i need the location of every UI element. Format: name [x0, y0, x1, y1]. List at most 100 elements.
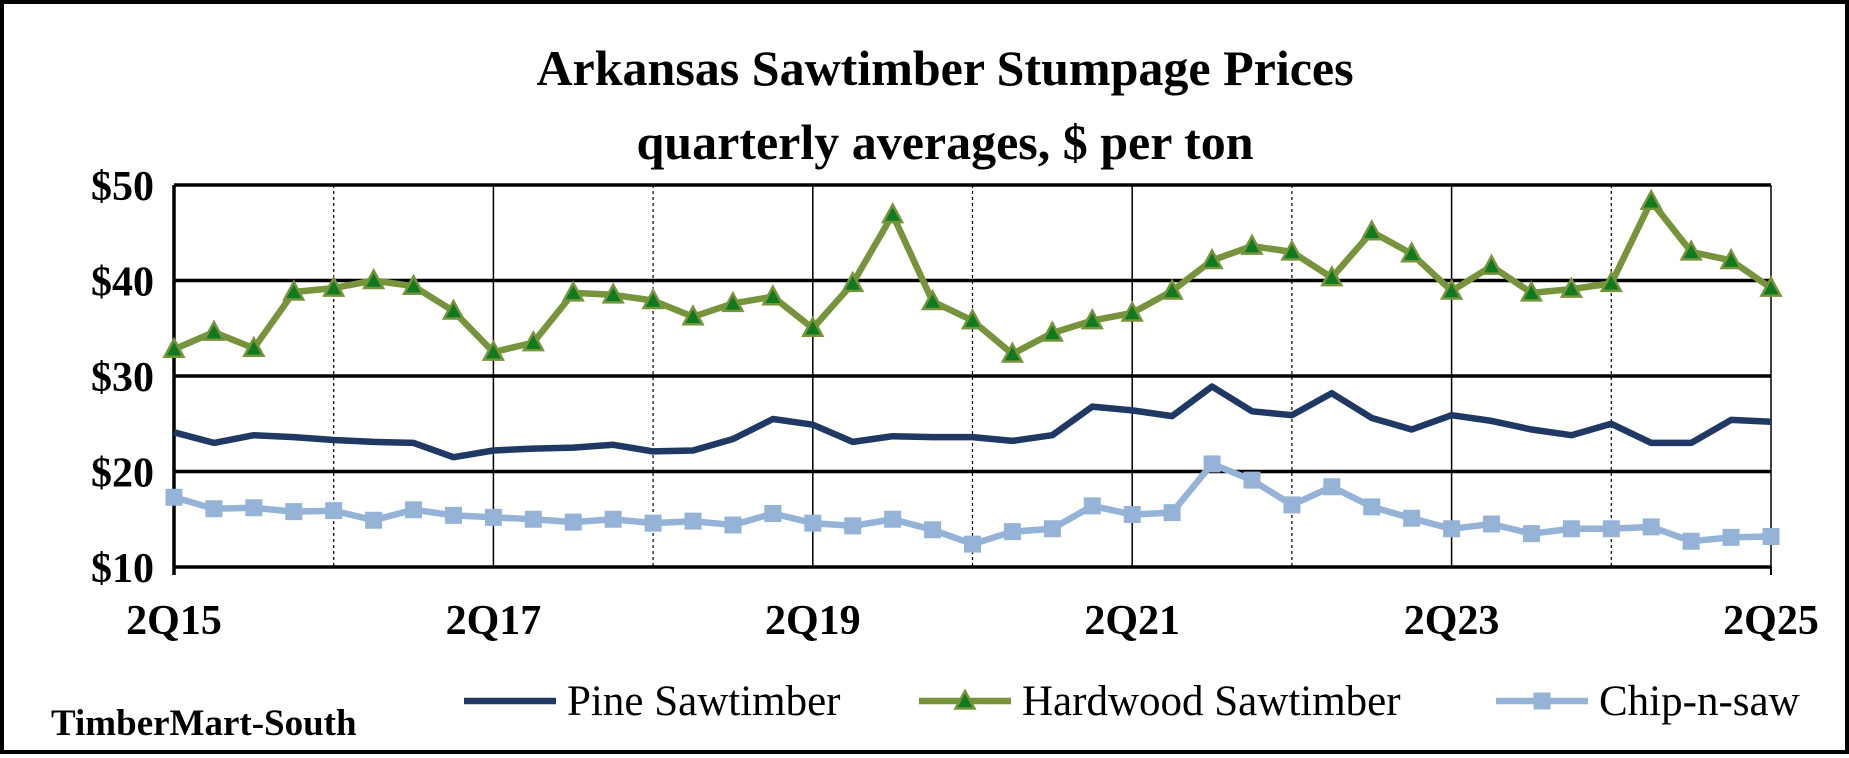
data-point-chip-n-saw — [484, 508, 502, 526]
data-point-hardwood-sawtimber — [362, 267, 386, 290]
y-tick-label: $10 — [91, 546, 154, 592]
x-tick-labels: 2Q15 2Q17 2Q19 2Q21 2Q23 2Q25 — [126, 598, 1819, 644]
legend-item-chip-n-saw: Chip-n-saw — [1496, 678, 1800, 725]
data-point-chip-n-saw — [884, 510, 902, 528]
data-point-hardwood-sawtimber — [1160, 278, 1184, 300]
data-point-hardwood-sawtimber — [242, 335, 266, 358]
data-point-chip-n-saw — [604, 510, 622, 528]
data-point-hardwood-sawtimber — [322, 275, 346, 297]
data-point-chip-n-saw — [1203, 455, 1221, 473]
data-point-hardwood-sawtimber — [1320, 265, 1344, 287]
data-point-hardwood-sawtimber — [1479, 253, 1504, 275]
y-tick-label: $50 — [91, 164, 154, 210]
data-point-chip-n-saw — [245, 499, 263, 517]
data-point-hardwood-sawtimber — [1400, 241, 1424, 263]
y-tick-labels: $10 $20 $30 $40 $50 — [91, 164, 154, 592]
data-point-hardwood-sawtimber — [1000, 341, 1025, 363]
data-point-chip-n-saw — [1443, 520, 1461, 538]
series-chip-n-saw — [165, 455, 1780, 553]
data-point-chip-n-saw — [1363, 498, 1381, 516]
legend-label: Hardwood Sawtimber — [1022, 678, 1401, 725]
data-point-chip-n-saw — [804, 514, 822, 532]
data-point-hardwood-sawtimber — [1080, 307, 1104, 330]
data-point-chip-n-saw — [205, 500, 223, 518]
data-point-hardwood-sawtimber — [881, 201, 905, 224]
data-point-hardwood-sawtimber — [1040, 320, 1064, 342]
data-point-chip-n-saw — [1123, 505, 1141, 523]
chart-subtitle: quarterly averages, $ per ton — [636, 114, 1253, 170]
data-point-hardwood-sawtimber — [481, 339, 506, 361]
data-point-hardwood-sawtimber — [561, 280, 585, 302]
chart-svg: Arkansas Sawtimber Stumpage Prices quart… — [51, 40, 1819, 744]
data-point-chip-n-saw — [1323, 478, 1341, 496]
data-point-chip-n-saw — [924, 521, 942, 539]
data-point-chip-n-saw — [165, 488, 183, 506]
data-point-chip-n-saw — [1762, 527, 1780, 545]
data-point-hardwood-sawtimber — [1639, 188, 1663, 210]
data-point-chip-n-saw — [325, 502, 343, 520]
legend: Pine Sawtimber Hardwood Sawtimber Chip-n-s… — [464, 678, 1800, 725]
data-point-hardwood-sawtimber — [801, 315, 825, 337]
data-point-hardwood-sawtimber — [1759, 275, 1783, 297]
data-point-chip-n-saw — [844, 517, 862, 535]
data-point-chip-n-saw — [524, 510, 542, 528]
data-point-hardwood-sawtimber — [401, 273, 426, 295]
y-tick-label: $20 — [91, 451, 154, 497]
series-pine-sawtimber — [173, 383, 1772, 461]
legend-swatch-marker — [953, 688, 977, 710]
data-point-hardwood-sawtimber — [1439, 278, 1464, 300]
data-point-hardwood-sawtimber — [841, 270, 865, 293]
data-point-hardwood-sawtimber — [601, 282, 625, 304]
data-point-chip-n-saw — [1682, 532, 1700, 550]
data-point-hardwood-sawtimber — [1519, 280, 1544, 302]
x-tick-label: 2Q15 — [126, 598, 222, 644]
y-tick-label: $30 — [91, 355, 154, 401]
legend-item-pine-sawtimber: Pine Sawtimber — [464, 678, 841, 725]
legend-label: Pine Sawtimber — [567, 678, 841, 725]
x-tick-label: 2Q21 — [1084, 598, 1180, 644]
data-point-hardwood-sawtimber — [1719, 247, 1743, 270]
data-point-chip-n-saw — [1602, 520, 1620, 538]
data-point-chip-n-saw — [1083, 497, 1101, 515]
plot-area — [162, 188, 1783, 553]
data-point-chip-n-saw — [724, 516, 742, 534]
data-point-hardwood-sawtimber — [441, 298, 466, 320]
data-point-chip-n-saw — [285, 503, 303, 521]
data-point-hardwood-sawtimber — [1679, 239, 1703, 261]
data-point-chip-n-saw — [365, 511, 383, 529]
data-point-hardwood-sawtimber — [1200, 247, 1224, 270]
data-point-chip-n-saw — [1003, 523, 1021, 541]
data-point-chip-n-saw — [1163, 504, 1181, 522]
data-point-chip-n-saw — [405, 501, 423, 519]
data-point-hardwood-sawtimber — [162, 336, 186, 359]
data-point-hardwood-sawtimber — [1360, 219, 1384, 241]
data-point-chip-n-saw — [1243, 471, 1261, 489]
data-point-hardwood-sawtimber — [282, 279, 306, 301]
legend-label: Chip-n-saw — [1599, 678, 1800, 725]
data-point-chip-n-saw — [444, 506, 462, 524]
data-point-chip-n-saw — [764, 505, 782, 523]
legend-item-hardwood-sawtimber: Hardwood Sawtimber — [919, 678, 1401, 725]
data-point-hardwood-sawtimber — [1559, 276, 1583, 298]
data-point-chip-n-saw — [964, 535, 981, 553]
data-point-chip-n-saw — [1562, 520, 1580, 538]
data-point-chip-n-saw — [684, 512, 702, 530]
data-point-chip-n-saw — [1283, 496, 1301, 514]
x-tick-label: 2Q19 — [765, 598, 861, 644]
data-point-hardwood-sawtimber — [920, 288, 945, 311]
data-point-hardwood-sawtimber — [1240, 233, 1264, 255]
data-point-hardwood-sawtimber — [960, 307, 985, 330]
data-point-hardwood-sawtimber — [641, 287, 665, 310]
data-point-chip-n-saw — [1483, 515, 1501, 533]
series-line-pine-sawtimber — [173, 383, 1772, 461]
data-point-chip-n-saw — [1642, 518, 1660, 536]
data-point-chip-n-saw — [1043, 520, 1061, 538]
x-tick-label: 2Q23 — [1404, 598, 1500, 644]
data-point-chip-n-saw — [1403, 509, 1421, 527]
y-tick-label: $40 — [91, 260, 154, 306]
data-point-hardwood-sawtimber — [521, 329, 545, 352]
data-point-chip-n-saw — [1722, 528, 1740, 546]
data-point-hardwood-sawtimber — [721, 290, 745, 313]
data-point-hardwood-sawtimber — [1280, 239, 1304, 261]
